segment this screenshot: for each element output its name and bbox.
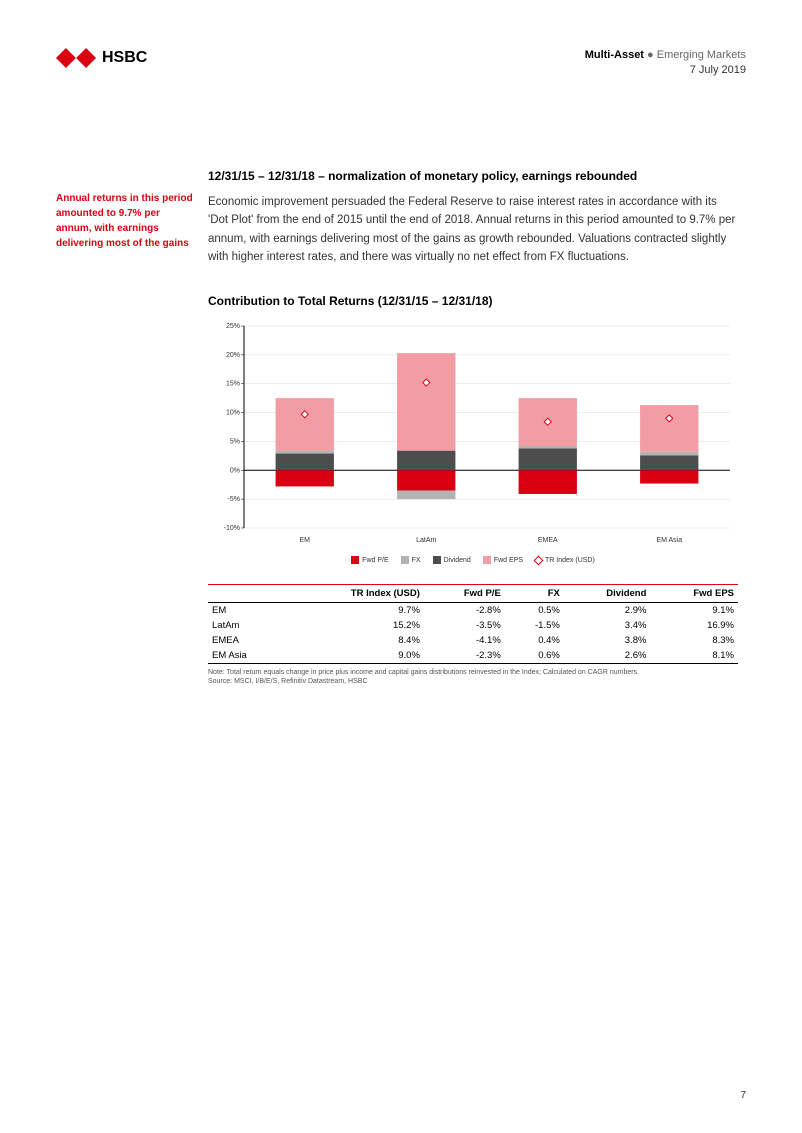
table-cell: EM <box>208 603 285 619</box>
table-cell: 2.9% <box>564 603 651 619</box>
legend-swatch-icon <box>401 556 409 564</box>
table-header-cell: Fwd P/E <box>424 585 505 603</box>
table-cell: 0.6% <box>505 648 564 664</box>
table-row: LatAm15.2%-3.5%-1.5%3.4%16.9% <box>208 618 738 633</box>
table-cell: 8.1% <box>650 648 738 664</box>
table-cell: 15.2% <box>285 618 424 633</box>
table-cell: 0.5% <box>505 603 564 619</box>
table-row: EM9.7%-2.8%0.5%2.9%9.1% <box>208 603 738 619</box>
table-cell: 9.0% <box>285 648 424 664</box>
legend-swatch-icon <box>351 556 359 564</box>
page-number: 7 <box>740 1090 746 1101</box>
legend-swatch-icon <box>483 556 491 564</box>
svg-text:EM: EM <box>300 537 311 544</box>
table-cell: -2.3% <box>424 648 505 664</box>
hsbc-logo: HSBC <box>56 48 147 68</box>
svg-text:5%: 5% <box>230 439 240 446</box>
header-meta: Multi-Asset ● Emerging Markets 7 July 20… <box>585 48 746 79</box>
table-cell: -4.1% <box>424 633 505 648</box>
table-cell: -2.8% <box>424 603 505 619</box>
legend-item: Dividend <box>433 556 471 564</box>
svg-text:25%: 25% <box>226 323 240 330</box>
table-cell: EM Asia <box>208 648 285 664</box>
table-cell: LatAm <box>208 618 285 633</box>
svg-text:15%: 15% <box>226 381 240 388</box>
legend-label: TR Index (USD) <box>545 557 595 564</box>
table-cell: 9.1% <box>650 603 738 619</box>
table-source: Source: MSCI, I/B/E/S, Refinitiv Datastr… <box>208 677 738 686</box>
chart-container: -10% -5% 0% 5% 10% 15% 20% 25% EM LatAm EMEA EM Asi… <box>208 316 738 550</box>
legend-item: TR Index (USD) <box>535 557 595 564</box>
table-cell: 2.6% <box>564 648 651 664</box>
table-cell: 3.4% <box>564 618 651 633</box>
svg-text:10%: 10% <box>226 410 240 417</box>
legend-label: FX <box>412 557 421 564</box>
svg-text:-10%: -10% <box>224 525 240 532</box>
table-header-cell: Fwd EPS <box>650 585 738 603</box>
table-cell: -1.5% <box>505 618 564 633</box>
hsbc-hexagon-icon <box>56 48 96 68</box>
table-row: EMEA8.4%-4.1%0.4%3.8%8.3% <box>208 633 738 648</box>
header-category: Multi-Asset <box>585 49 644 61</box>
svg-text:-5%: -5% <box>228 496 240 503</box>
section-title: 12/31/15 – 12/31/18 – normalization of m… <box>208 169 738 183</box>
table-header-row: TR Index (USD)Fwd P/EFXDividendFwd EPS <box>208 585 738 603</box>
logo-text: HSBC <box>102 49 147 67</box>
legend-label: Fwd P/E <box>362 557 388 564</box>
table-cell: 8.4% <box>285 633 424 648</box>
header-subcategory: Emerging Markets <box>657 49 746 61</box>
svg-text:EM Asia: EM Asia <box>656 537 682 544</box>
main-content: 12/31/15 – 12/31/18 – normalization of m… <box>208 169 738 687</box>
svg-text:0%: 0% <box>230 468 240 475</box>
table-cell: 3.8% <box>564 633 651 648</box>
chart-title: Contribution to Total Returns (12/31/15 … <box>208 294 738 308</box>
margin-callout: Annual returns in this period amounted t… <box>56 191 196 251</box>
body-paragraph: Economic improvement persuaded the Feder… <box>208 193 738 267</box>
stacked-bar-chart: -10% -5% 0% 5% 10% 15% 20% 25% EM LatAm EMEA EM Asi… <box>208 320 738 550</box>
svg-text:LatAm: LatAm <box>416 537 436 544</box>
table-cell: 8.3% <box>650 633 738 648</box>
table-header-cell: Dividend <box>564 585 651 603</box>
table-header-cell: TR Index (USD) <box>285 585 424 603</box>
diamond-marker-icon <box>534 556 544 566</box>
table-cell: EMEA <box>208 633 285 648</box>
chart-legend: Fwd P/E FX Dividend Fwd EPS TR Index (USD) <box>208 556 738 566</box>
table-cell: -3.5% <box>424 618 505 633</box>
table-header-cell: FX <box>505 585 564 603</box>
table-header-cell <box>208 585 285 603</box>
table-note: Note: Total return equals change in pric… <box>208 668 738 677</box>
page-header: HSBC Multi-Asset ● Emerging Markets 7 Ju… <box>56 48 746 79</box>
legend-item: FX <box>401 556 421 564</box>
svg-text:EMEA: EMEA <box>538 537 558 544</box>
table-cell: 16.9% <box>650 618 738 633</box>
svg-text:20%: 20% <box>226 352 240 359</box>
table-cell: 9.7% <box>285 603 424 619</box>
table-body: EM9.7%-2.8%0.5%2.9%9.1%LatAm15.2%-3.5%-1… <box>208 603 738 664</box>
legend-item: Fwd EPS <box>483 556 523 564</box>
header-date: 7 July 2019 <box>585 63 746 78</box>
legend-swatch-icon <box>433 556 441 564</box>
legend-label: Fwd EPS <box>494 557 523 564</box>
legend-label: Dividend <box>444 557 471 564</box>
table-cell: 0.4% <box>505 633 564 648</box>
returns-table: TR Index (USD)Fwd P/EFXDividendFwd EPS E… <box>208 584 738 664</box>
legend-item: Fwd P/E <box>351 556 388 564</box>
header-sep: ● <box>644 49 657 61</box>
table-row: EM Asia9.0%-2.3%0.6%2.6%8.1% <box>208 648 738 664</box>
